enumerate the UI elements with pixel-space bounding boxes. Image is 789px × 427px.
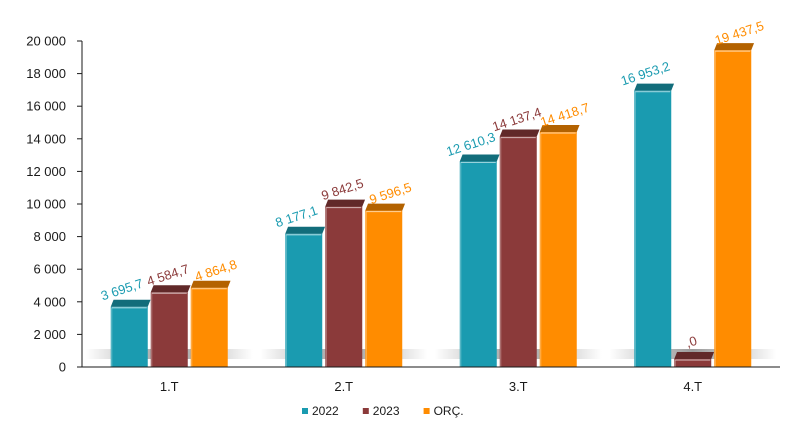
legend: 2022 2023 ORÇ. (302, 404, 464, 418)
data-label: 4 864,8 (193, 257, 239, 285)
legend-swatch (362, 408, 369, 414)
bar-top (325, 199, 366, 207)
data-label: 9 596,5 (367, 179, 413, 207)
y-tick-label: 14 000 (26, 131, 66, 146)
bar-top (459, 154, 500, 162)
y-tick-label: 10 000 (26, 197, 66, 212)
bar-top (285, 226, 326, 234)
bar-front (150, 292, 188, 367)
legend-item: 2023 (362, 404, 400, 418)
x-tick-label: 4.T (683, 379, 702, 394)
data-label: 3 695,7 (99, 276, 145, 304)
bar-2023-4t (674, 352, 715, 367)
data-label: 4 584,7 (145, 261, 191, 289)
bar-or-4t (714, 43, 755, 367)
bar-2022-2t (285, 226, 326, 367)
data-label: 8 177,1 (273, 203, 319, 231)
chart-floor (85, 349, 777, 359)
bar-front (190, 287, 228, 367)
bar-2022-3t (459, 154, 500, 367)
x-tick-label: 3.T (509, 379, 528, 394)
data-label: 9 842,5 (319, 175, 365, 203)
bar-front (539, 131, 577, 367)
bar-or-3t (539, 124, 580, 367)
bar-front (325, 206, 363, 367)
legend-label: 2022 (312, 404, 339, 418)
bar-or-1t (190, 280, 231, 367)
bar-top (190, 280, 231, 288)
bar-front (714, 50, 752, 367)
y-tick-label: 8 000 (33, 229, 66, 244)
x-tick-label: 2.T (334, 379, 353, 394)
legend-item: 2022 (302, 404, 339, 418)
bar-front (365, 210, 403, 367)
bar-top (634, 83, 675, 91)
y-tick-label: 20 000 (26, 34, 66, 49)
bar-top (714, 43, 755, 51)
bar-top (150, 285, 191, 293)
legend-item: ORÇ. (423, 404, 464, 418)
bar-front (110, 306, 148, 367)
bar-or-2t (365, 203, 406, 367)
y-tick-label: 2 000 (33, 327, 66, 342)
bar-top (539, 124, 580, 132)
legend-swatch (423, 408, 430, 414)
data-label: ,0 (684, 333, 699, 351)
bar-front (634, 90, 672, 367)
bar-2022-1t (110, 299, 151, 367)
legend-label: 2023 (373, 404, 400, 418)
legend-swatch (302, 408, 308, 414)
y-tick-label: 18 000 (26, 66, 66, 81)
bar-top (499, 129, 540, 137)
bar-2023-2t (325, 199, 366, 367)
bar-2023-1t (150, 285, 191, 367)
y-tick-label: 0 (59, 360, 66, 375)
y-tick-label: 12 000 (26, 164, 66, 179)
bar-top (674, 352, 715, 359)
bar-top (110, 299, 151, 307)
x-tick-label: 1.T (160, 379, 179, 394)
bar-2022-4t (634, 83, 675, 367)
bar-2023-3t (499, 129, 540, 367)
bar-front (674, 359, 712, 367)
axes-group: 0 2 000 4 000 6 000 8 000 10 000 12 000 14 000 1… (26, 34, 780, 394)
bar-front (499, 136, 537, 367)
legend-label: ORÇ. (434, 404, 464, 418)
bar-top (365, 203, 406, 211)
y-tick-label: 16 000 (26, 99, 66, 114)
y-tick-label: 6 000 (33, 262, 66, 277)
bar-front (459, 161, 497, 367)
bars-group (110, 43, 755, 367)
y-tick-label: 4 000 (33, 294, 66, 309)
bar-front (285, 233, 323, 367)
